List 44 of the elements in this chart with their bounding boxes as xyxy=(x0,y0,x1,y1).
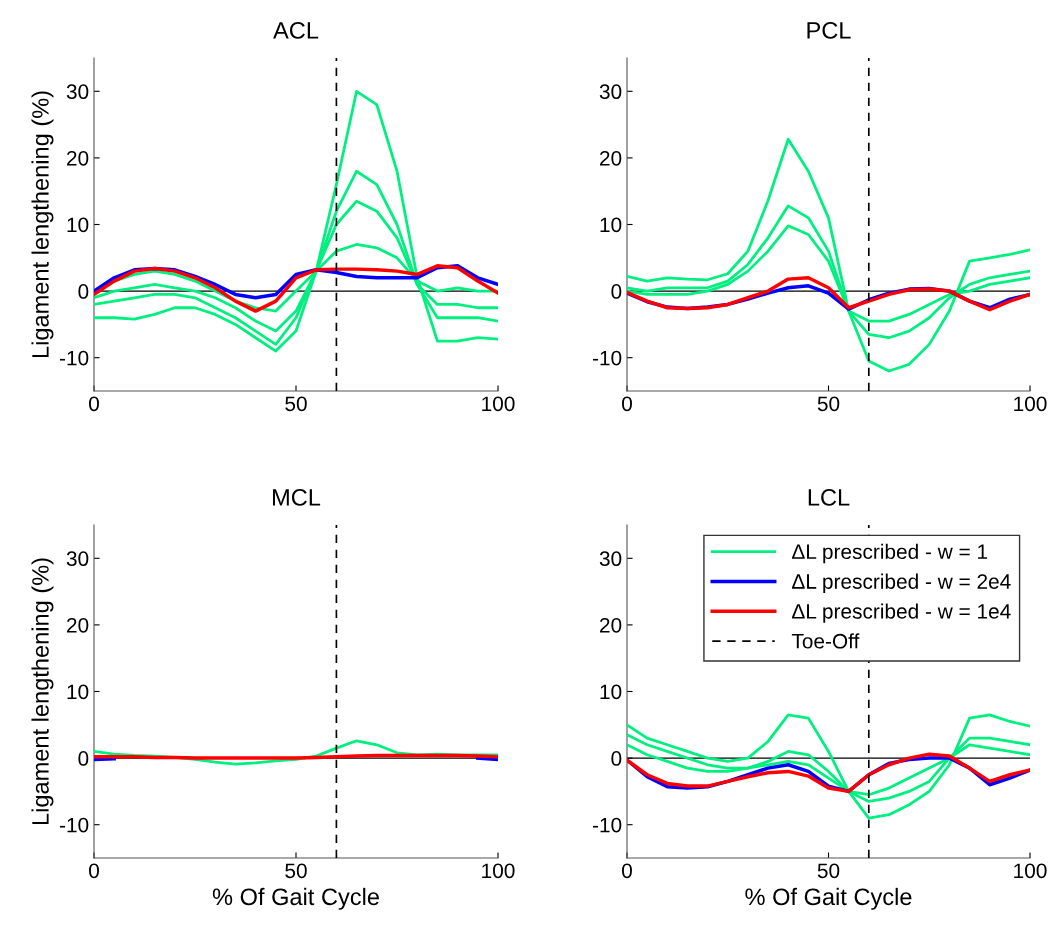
chart-title: MCL xyxy=(273,489,321,506)
ref-line-label: Toe-Off xyxy=(791,633,860,649)
y-tick-label: -10 xyxy=(59,817,89,833)
y-tick-label: 10 xyxy=(67,684,89,700)
y-tick-label: 0 xyxy=(611,284,622,299)
x-axis-title: % Of Gait Cycle xyxy=(745,887,912,910)
x-tick-label: 0 xyxy=(89,863,99,879)
y-tick-label: 30 xyxy=(66,551,89,567)
legend-label: ΔL prescribed - w = 2e4 xyxy=(792,573,1011,594)
y-tick-label: 10 xyxy=(600,217,622,233)
x-tick-label: 100 xyxy=(482,863,515,879)
x-tick-label: 50 xyxy=(817,396,840,412)
x-tick-label: 50 xyxy=(285,863,307,879)
y-tick-label: 20 xyxy=(600,617,622,633)
legend-label: ΔL prescribed - w = 1e4 xyxy=(792,603,1011,623)
y-tick-label: 30 xyxy=(599,551,622,567)
y-tick-label: 10 xyxy=(600,684,622,700)
x-tick-label: 0 xyxy=(622,863,632,879)
x-tick-label: 50 xyxy=(817,863,840,879)
y-axis-title: Ligament lengthening (%) xyxy=(31,558,54,825)
x-tick-label: 0 xyxy=(622,396,632,412)
chart-title: ACL xyxy=(273,22,319,39)
x-tick-label: 100 xyxy=(1014,863,1047,879)
y-tick-label: 0 xyxy=(78,751,89,766)
y-tick-label: 0 xyxy=(611,751,622,766)
x-tick-label: 50 xyxy=(285,396,307,412)
y-tick-label: 20 xyxy=(67,150,89,166)
y-tick-label: -10 xyxy=(59,350,89,366)
y-axis-title: Ligament lengthening (%) xyxy=(31,91,54,358)
chart-title: LCL xyxy=(808,489,850,506)
y-tick-label: -10 xyxy=(592,350,622,366)
x-axis-title: % Of Gait Cycle xyxy=(212,887,379,910)
chart-title: PCL xyxy=(807,22,851,39)
y-tick-label: -10 xyxy=(592,817,622,833)
legend-label: ΔL prescribed - w = 1 xyxy=(792,543,988,564)
x-tick-label: 100 xyxy=(482,396,515,412)
x-tick-label: 0 xyxy=(89,396,99,412)
y-tick-label: 30 xyxy=(599,84,622,100)
y-tick-label: 0 xyxy=(78,284,89,299)
y-tick-label: 20 xyxy=(600,150,622,166)
y-tick-label: 20 xyxy=(67,617,89,633)
x-tick-label: 100 xyxy=(1014,396,1047,412)
y-tick-label: 30 xyxy=(66,84,89,100)
y-tick-label: 10 xyxy=(67,217,89,233)
